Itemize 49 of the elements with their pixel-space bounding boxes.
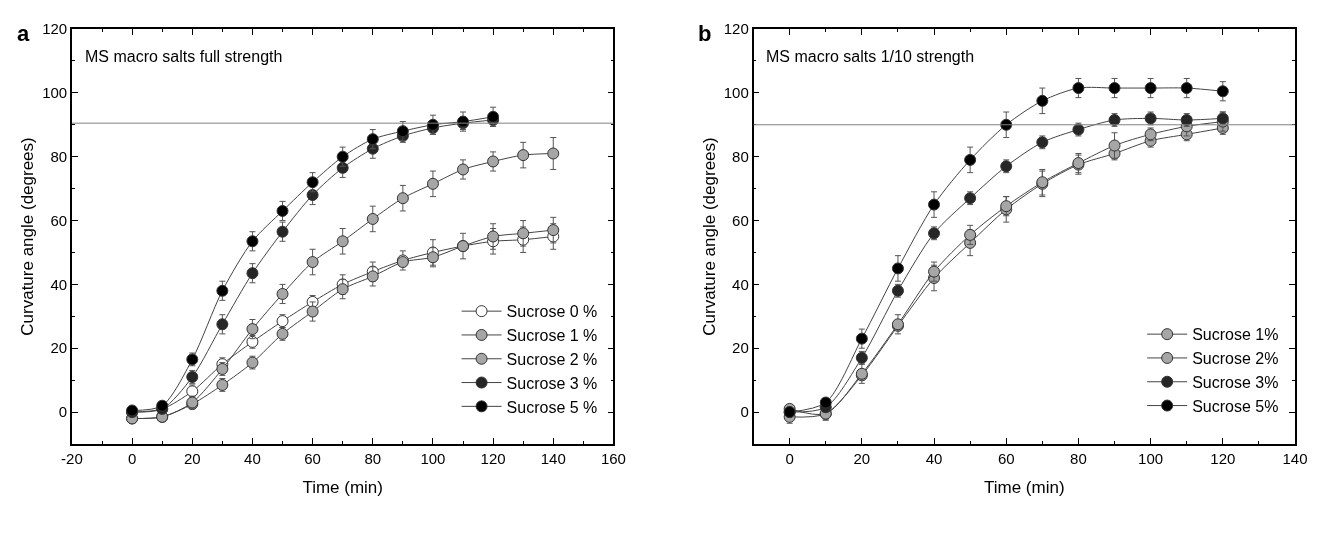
x-axis-title: Time (min) (302, 477, 383, 497)
legend-label: Sucrose 2% (1192, 350, 1279, 368)
legend-label: Sucrose 5% (1192, 397, 1279, 415)
text: a (17, 21, 30, 46)
y-tick-label: 60 (50, 211, 68, 229)
x-tick-label: 140 (1282, 449, 1308, 467)
y-axis-title: Curvature angle (degrees) (699, 137, 719, 336)
x-tick-label: 160 (600, 449, 626, 467)
y-tick-label: 60 (732, 211, 749, 229)
y-tick-label: 120 (42, 20, 68, 38)
x-tick-label: 60 (304, 449, 321, 467)
y-tick-label: 40 (50, 275, 68, 293)
x-tick-label: 100 (420, 449, 446, 467)
x-axis-title: Time (min) (983, 477, 1065, 497)
y-tick-label: 40 (732, 275, 749, 293)
x-tick-label: 20 (183, 449, 201, 467)
legend-label: Sucrose 0 % (506, 303, 598, 321)
x-tick-label: 120 (480, 449, 506, 467)
x-tick-label: 140 (540, 449, 566, 467)
text: MS macro salts 1/10 strength (766, 48, 975, 65)
y-tick-label: 100 (42, 84, 68, 102)
y-tick-label: 80 (732, 147, 749, 165)
x-tick-label: -20 (61, 449, 83, 467)
y-tick-label: 120 (723, 20, 749, 38)
text: b (698, 21, 712, 46)
y-tick-label: 0 (58, 403, 68, 421)
legend-label: Sucrose 3% (1192, 373, 1279, 391)
x-tick-label: 80 (1070, 449, 1087, 467)
legend-label: Sucrose 1% (1192, 326, 1279, 344)
x-tick-label: 40 (244, 449, 261, 467)
y-tick-label: 100 (723, 84, 749, 102)
x-tick-label: 40 (925, 449, 943, 467)
y-tick-label: 20 (732, 339, 749, 357)
y-tick-label: 20 (50, 339, 68, 357)
y-tick-label: 0 (740, 403, 749, 421)
legend-label: Sucrose 1 % (506, 327, 598, 345)
x-tick-label: 100 (1138, 449, 1164, 467)
text: MS macro salts full strength (85, 48, 283, 65)
y-axis-title: Curvature angle (degrees) (18, 137, 38, 336)
x-tick-label: 120 (1210, 449, 1236, 467)
legend-label: Sucrose 5 % (506, 398, 598, 416)
x-tick-label: 80 (364, 449, 382, 467)
x-tick-label: 0 (127, 449, 137, 467)
y-tick-label: 80 (50, 147, 68, 165)
x-tick-label: 20 (853, 449, 871, 467)
legend-label: Sucrose 3 % (506, 374, 598, 392)
x-tick-label: 0 (785, 449, 794, 467)
x-tick-label: 60 (997, 449, 1015, 467)
legend-label: Sucrose 2 % (506, 350, 598, 368)
